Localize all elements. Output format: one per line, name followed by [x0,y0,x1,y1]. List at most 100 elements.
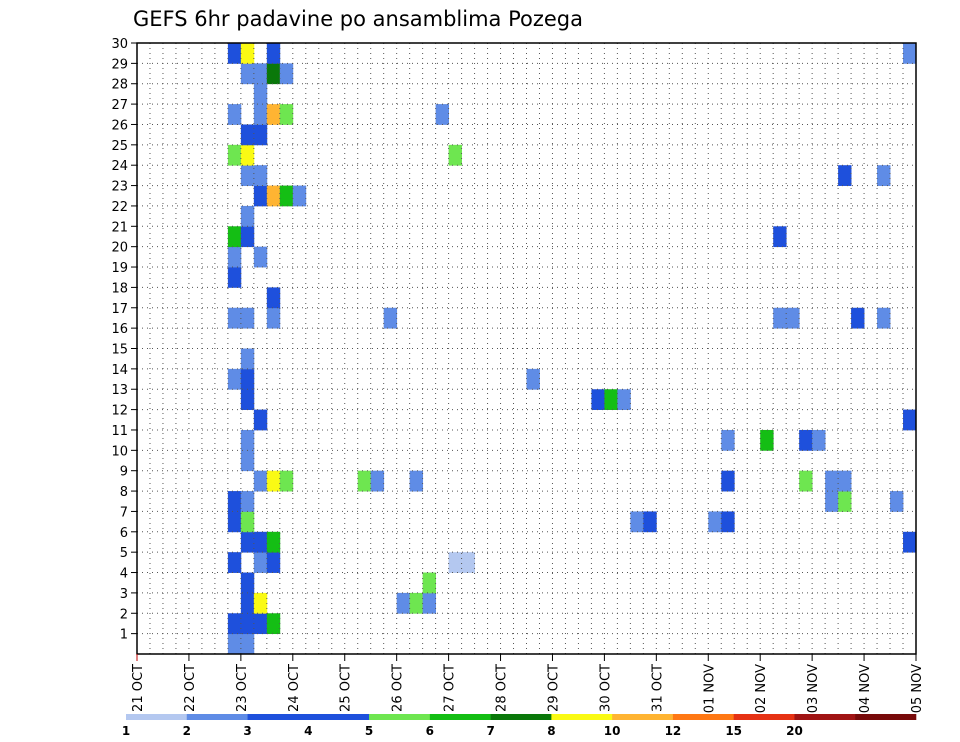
colorbar-label: 6 [426,724,434,738]
x-tick-label: 28 OCT [495,664,510,712]
heatmap-cell [240,511,255,533]
y-tick-label: 5 [120,546,128,561]
y-tick-label: 10 [111,444,128,459]
heatmap-cell [240,226,255,248]
heatmap-cell [253,246,268,268]
heatmap-cell [253,124,268,146]
heatmap-cell [721,429,735,451]
heatmap-cell [253,63,268,85]
y-tick-label: 3 [120,587,128,602]
heatmap-cell [383,307,398,329]
x-tick-label: 26 OCT [391,664,406,712]
y-tick-label: 27 [111,98,128,113]
x-tick-label: 05 NOV [910,664,925,713]
y-tick-label: 11 [111,424,128,439]
heatmap-cell [253,409,268,431]
heatmap-cell [877,165,891,186]
heatmap-cell [253,185,268,207]
y-tick-label: 21 [111,220,128,235]
colorbar-label: 4 [304,724,312,738]
x-axis: 21 OCT 22 OCT 23 OCT 24 OCT 25 OCT 26 OCT 27 O… [131,654,925,713]
heatmap-cell [266,613,281,635]
heatmap-cell [240,368,255,390]
heatmap-cell [279,104,294,125]
x-tick-label: 27 OCT [443,664,458,712]
heatmap-cell [903,531,917,553]
y-tick-label: 9 [120,465,128,480]
y-tick-label: 7 [120,505,128,520]
x-tick-label: 29 OCT [546,664,561,712]
colorbar-swatch [308,714,370,720]
heatmap-cell [227,307,242,329]
heatmap-cell [266,470,281,492]
y-tick-label: 28 [111,78,128,93]
y-tick-label: 8 [120,485,128,500]
colorbar-label: 5 [365,724,373,738]
colorbar-swatch [490,714,552,720]
x-tick-label: 30 OCT [598,664,613,712]
colorbar-swatch [369,714,431,720]
heatmap-cell [240,63,255,85]
colorbar-swatch [733,714,795,720]
y-tick-label: 4 [120,567,128,582]
heatmap-cell [903,409,917,431]
heatmap-cell [279,470,294,492]
heatmap-cell [838,491,852,512]
y-tick-label: 20 [111,241,128,256]
heatmap-cell [721,511,735,533]
colorbar-legend: 1 2 3 4 5 6 7 8 10 12 15 20 [122,714,917,738]
heatmap-cell [227,226,242,248]
heatmap-cell [435,104,449,125]
heatmap-cell [240,307,255,329]
heatmap-cell [409,470,424,492]
heatmap-cell [396,592,411,614]
heatmap-cell [240,165,255,186]
heatmap-cell [760,429,774,451]
heatmap-cell [240,429,255,451]
heatmap-cell [227,552,242,573]
colorbar-label: 2 [183,724,191,738]
heatmap-cell [227,43,242,64]
y-tick-label: 2 [120,607,128,622]
heatmap-cell [227,368,242,390]
heatmap-cell [266,104,281,125]
heatmap-cell [227,613,242,635]
heatmap-cells [227,43,917,655]
heatmap-cell [240,43,255,64]
x-tick-label: 23 OCT [235,664,250,712]
colorbar-label: 15 [725,724,742,738]
y-tick-label: 18 [111,281,128,296]
x-tick-label: 04 NOV [858,664,873,713]
x-tick-label: 01 NOV [702,664,717,713]
heatmap-cell [448,552,462,573]
colorbar-label: 20 [786,724,803,738]
colorbar-swatch [126,714,188,720]
heatmap-cell [266,63,281,85]
heatmap-cell [240,144,255,166]
y-tick-label: 17 [111,302,128,317]
heatmap-cell [266,287,281,309]
heatmap-cell [266,185,281,207]
x-tick-label: 03 NOV [806,664,821,713]
heatmap-cell [253,592,268,614]
heatmap-cell [253,165,268,186]
heatmap-cell [227,104,242,125]
colorbar-label: 8 [547,724,555,738]
y-tick-label: 16 [111,322,128,337]
heatmap-cell [903,43,917,64]
heatmap-cell [461,552,475,573]
heatmap-cell [773,307,787,329]
x-tick-label: 22 OCT [183,664,198,712]
heatmap-cell [799,470,813,492]
y-tick-label: 14 [111,363,128,378]
heatmap-cell [643,511,657,533]
y-tick-label: 22 [111,200,128,215]
y-tick-label: 15 [111,343,128,358]
heatmap-cell [292,185,307,207]
colorbar-swatch [247,714,309,720]
colorbar-swatch [672,714,734,720]
grid-lines [137,43,916,654]
heatmap-cell [877,307,891,329]
heatmap-cell [240,633,255,655]
heatmap-cell [227,511,242,533]
